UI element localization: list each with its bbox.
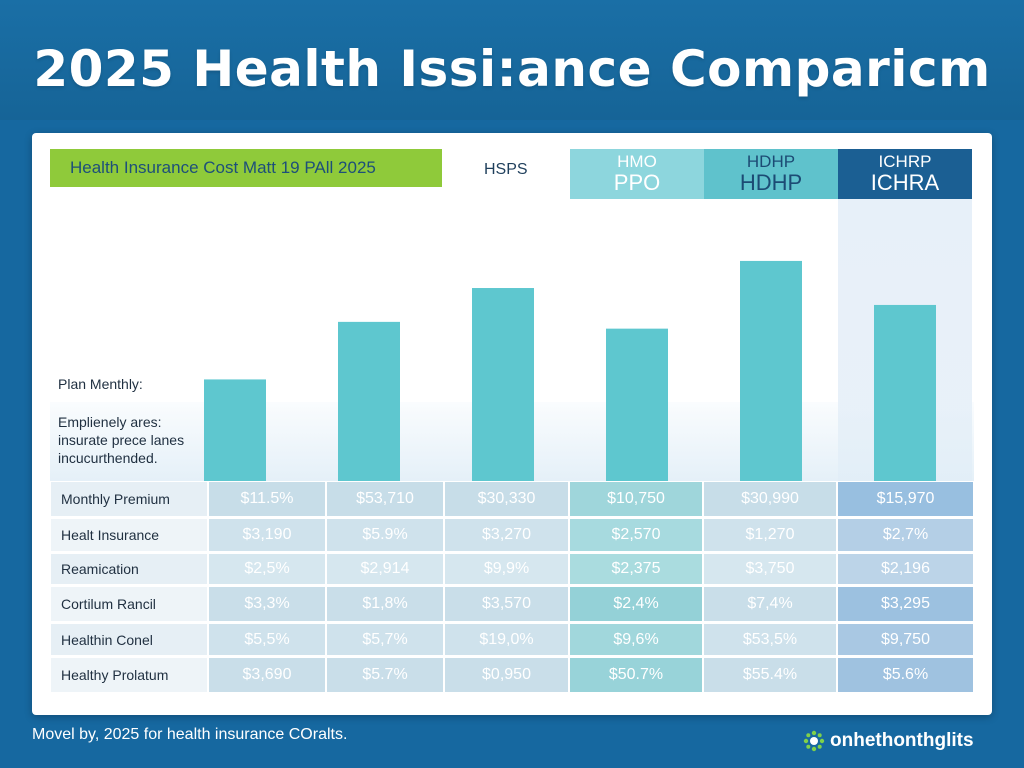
plan-header-hmo[interactable]: HMO PPO (570, 149, 704, 199)
table-cell: $5,7% (326, 623, 444, 656)
bar-2 (338, 321, 400, 481)
table-cell: $55.4% (703, 657, 837, 693)
table-row: Healthin Conel $5,5% $5,7% $19,0% $9,6% $53,5… (50, 623, 974, 656)
comparison-card: Health Insurance Cost Matt 19 PAll 2025 … (32, 133, 992, 715)
table-cell: $9,6% (569, 623, 703, 656)
plan-monthly-label: Plan Menthly: (58, 376, 143, 392)
table-cell: $50.7% (569, 657, 703, 693)
bar-5 (740, 260, 802, 481)
table-cell: $53,710 (326, 481, 444, 517)
table-cell: $3,690 (208, 657, 326, 693)
table-row: Cortilum Rancil $3,3% $1,8% $3,570 $2,4% $7,4… (50, 586, 974, 622)
plan-header-line1: ICHRP (878, 152, 932, 171)
table-cell: $1,8% (326, 586, 444, 622)
table-cell: $2,375 (569, 553, 703, 585)
plan-header-line2: HDHP (739, 170, 803, 195)
bar-1 (204, 379, 266, 481)
header-background (0, 0, 1024, 120)
table-cell: $7,4% (703, 586, 837, 622)
table-cell: $0,950 (444, 657, 569, 693)
table-cell: $11.5% (208, 481, 326, 517)
plan-header-line1: HMO (617, 152, 657, 171)
plan-header-line2: PPO (613, 170, 661, 195)
row-label: Healthin Conel (50, 623, 208, 656)
table-cell: $3,270 (444, 518, 569, 552)
table-cell: $5.9% (326, 518, 444, 552)
table-cell: $2,570 (569, 518, 703, 552)
table-cell: $30,990 (703, 481, 837, 517)
plan-header-line1: HDHP (746, 152, 796, 171)
brand-logo[interactable]: onhethonthglits (802, 729, 974, 753)
table-row: Healt Insurance $3,190 $5.9% $3,270 $2,570 $1… (50, 518, 974, 552)
table-cell: $2,196 (837, 553, 974, 585)
table-row: Monthly Premium $11.5% $53,710 $30,330 $10,7… (50, 481, 974, 517)
table-row: Reamication $2,5% $2,914 $9,9% $2,375 $3,750 $… (50, 553, 974, 585)
table-cell: $2,5% (208, 553, 326, 585)
brand-gear-icon (803, 730, 825, 752)
table-cell: $3,750 (703, 553, 837, 585)
bar-6 (874, 304, 936, 481)
row-label: Cortilum Rancil (50, 586, 208, 622)
table-cell: $19,0% (444, 623, 569, 656)
table-cell: $15,970 (837, 481, 974, 517)
side-note-line: Emplienely ares: (58, 414, 162, 430)
table-cell: $3,295 (837, 586, 974, 622)
table-cell: $2,7% (837, 518, 974, 552)
side-note-line: insurate prece lanes (58, 432, 185, 448)
row-label: Healthy Prolatum (50, 657, 208, 693)
row-label: Reamication (50, 553, 208, 585)
table-cell: $10,750 (569, 481, 703, 517)
table-cell: $2,914 (326, 553, 444, 585)
plan-header-hdhp[interactable]: HDHP HDHP (704, 149, 838, 199)
plan-header-ichra[interactable]: ICHRP ICHRA (838, 149, 972, 199)
table-cell: $9,9% (444, 553, 569, 585)
table-cell: $5.6% (837, 657, 974, 693)
table-cell: $1,270 (703, 518, 837, 552)
card-inner: Health Insurance Cost Matt 19 PAll 2025 … (50, 149, 974, 705)
table-cell: $3,3% (208, 586, 326, 622)
page-title: 2025 Health Issi:ance Comparicm (33, 40, 991, 98)
side-note-line: incucurthended. (58, 450, 158, 466)
side-note: Emplienely ares: insurate prece lanes in… (58, 413, 184, 467)
plan-header-line2: ICHRA (870, 170, 940, 195)
chart-label: Health Insurance Cost Matt 19 PAll 2025 (50, 149, 442, 187)
table-cell: $5,5% (208, 623, 326, 656)
table-cell: $9,750 (837, 623, 974, 656)
row-label: Healt Insurance (50, 518, 208, 552)
table-cell: $3,570 (444, 586, 569, 622)
footer-text: Movel by, 2025 for health insurance COra… (32, 726, 348, 743)
table-cell: $30,330 (444, 481, 569, 517)
bar-chart (204, 260, 936, 481)
table-cell: $5.7% (326, 657, 444, 693)
brand-name: onhethonthglits (830, 730, 974, 751)
table-cell: $2,4% (569, 586, 703, 622)
hsps-label: HSPS (484, 161, 528, 178)
bar-3 (472, 288, 534, 481)
bar-4 (606, 328, 668, 481)
table-cell: $3,190 (208, 518, 326, 552)
row-label: Monthly Premium (50, 481, 208, 517)
table-cell: $53,5% (703, 623, 837, 656)
table-row: Healthy Prolatum $3,690 $5.7% $0,950 $50.7% $… (50, 657, 974, 693)
